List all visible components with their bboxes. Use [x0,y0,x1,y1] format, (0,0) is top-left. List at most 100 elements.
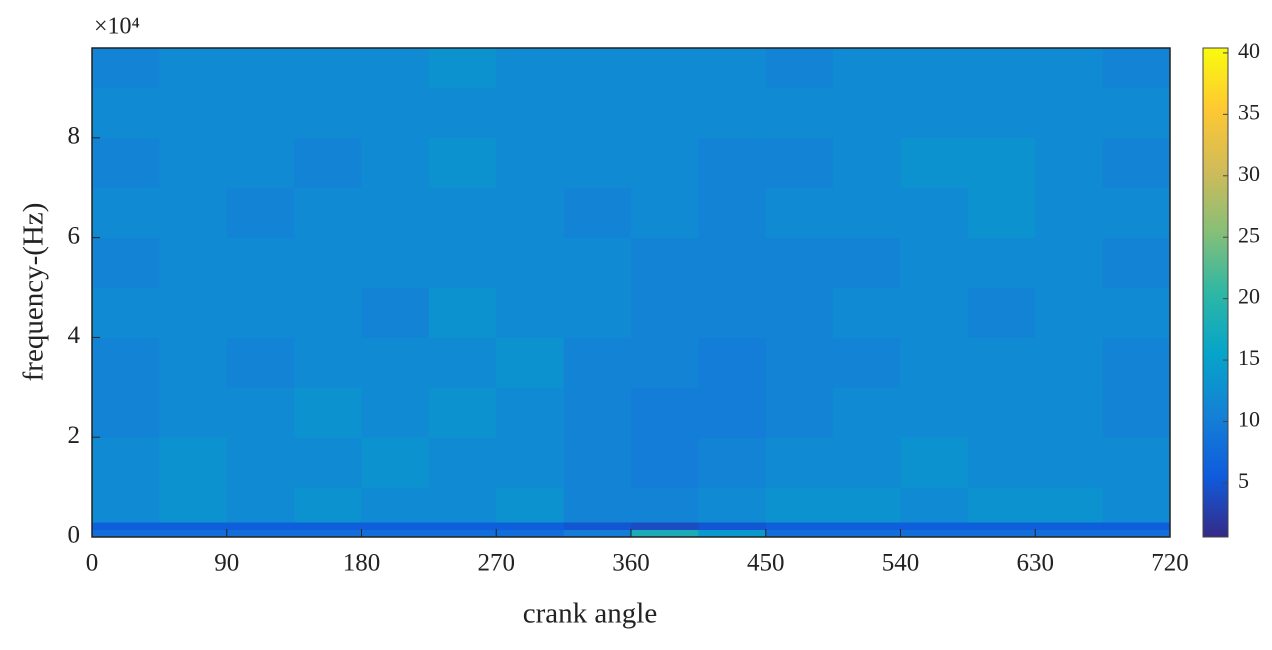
heatmap-cell [967,522,1036,531]
heatmap-cell [967,337,1036,388]
heatmap-cell [563,487,632,523]
heatmap-cell [563,48,632,89]
heatmap-cell [226,437,295,488]
heatmap-cell [631,87,699,139]
heatmap-cell [967,187,1036,239]
heatmap-cell [159,437,228,488]
heatmap-cell [698,87,767,139]
heatmap-cell [833,529,901,538]
heatmap-cell [159,287,228,338]
colorbar-tick-label: 35 [1238,99,1260,124]
heatmap-cell [1102,487,1171,523]
heatmap-cell [496,187,565,239]
heatmap-cell [496,529,565,538]
heatmap-cell [563,187,632,239]
colorbar-tick-label: 30 [1238,161,1260,186]
heatmap-cell [226,522,295,531]
heatmap-cell [631,237,699,289]
heatmap-cell [900,48,969,89]
heatmap-cell [1102,87,1171,139]
heatmap-cell [1035,137,1104,189]
heatmap-cell [226,529,295,538]
heatmap-cell [428,87,497,139]
x-tick-label: 720 [1151,550,1189,577]
heatmap-cell [1035,529,1104,538]
heatmap-cell [967,387,1036,438]
x-tick-label: 630 [1017,550,1055,577]
heatmap-cell [496,522,565,531]
heatmap-cell [765,522,834,531]
heatmap-cell [361,487,430,523]
heatmap-cell [496,287,565,338]
heatmap-cell [631,137,699,189]
heatmap-cell [159,87,228,139]
heatmap-cell [900,187,969,239]
heatmap-cell [698,487,767,523]
heatmap-cell [428,287,497,338]
heatmap-cell [496,48,565,89]
heatmap-cell [833,87,901,139]
heatmap-cell [900,437,969,488]
heatmap-cell [361,387,430,438]
heatmap-cell [92,487,160,523]
heatmap-cell [1035,87,1104,139]
y-tick-label: 8 [68,123,81,150]
x-tick-label: 450 [747,550,785,577]
y-tick-label: 4 [68,322,81,349]
heatmap-cell [563,522,632,531]
heatmap-cell [496,87,565,139]
heatmap-cell [698,48,767,89]
heatmap-cell [765,87,834,139]
heatmap-cell [496,437,565,488]
heatmap-cell [226,137,295,189]
heatmap-cell [563,287,632,338]
heatmap-cell [361,87,430,139]
heatmap-cell [1102,287,1171,338]
heatmap-cell [294,522,362,531]
heatmap-cell [698,137,767,189]
heatmap-cell [765,529,834,538]
heatmap-cell [698,522,767,531]
heatmap-cell [900,487,969,523]
heatmap-cell [563,237,632,289]
heatmap-cell [159,137,228,189]
heatmap-cell [698,237,767,289]
heatmap-cell [226,48,295,89]
colorbar-tick-label: 15 [1238,345,1260,370]
heatmap-cell [900,137,969,189]
heatmap-cell [294,137,362,189]
heatmap-cell [967,237,1036,289]
heatmap-cell [833,437,901,488]
heatmap-cell [361,522,430,531]
heatmap-cell [765,187,834,239]
heatmap-cell [294,437,362,488]
heatmap-cell [428,187,497,239]
heatmap-cell [1035,437,1104,488]
heatmap-cell [92,437,160,488]
heatmap-cell [159,337,228,388]
heatmap-cell [159,187,228,239]
heatmap-cell [900,529,969,538]
heatmap-cell [833,237,901,289]
heatmap-cell [698,337,767,388]
heatmap-cell [92,137,160,189]
heatmap-cell [294,529,362,538]
heatmap-cell [833,48,901,89]
colorbar-tick-label: 5 [1238,468,1249,493]
heatmap-cell [900,387,969,438]
heatmap-cell [496,337,565,388]
heatmap-cell [361,48,430,89]
heatmap-cell [900,237,969,289]
heatmap-cell [428,487,497,523]
heatmap-cell [226,87,295,139]
heatmap-cell [900,337,969,388]
heatmap-cell [765,487,834,523]
heatmap-cell [563,387,632,438]
x-tick-label: 360 [612,550,650,577]
heatmap-cell [900,287,969,338]
heatmap-cell [631,187,699,239]
heatmap-cell [765,137,834,189]
heatmap-cell [1102,237,1171,289]
heatmap-cell [226,237,295,289]
heatmap-cell [765,437,834,488]
